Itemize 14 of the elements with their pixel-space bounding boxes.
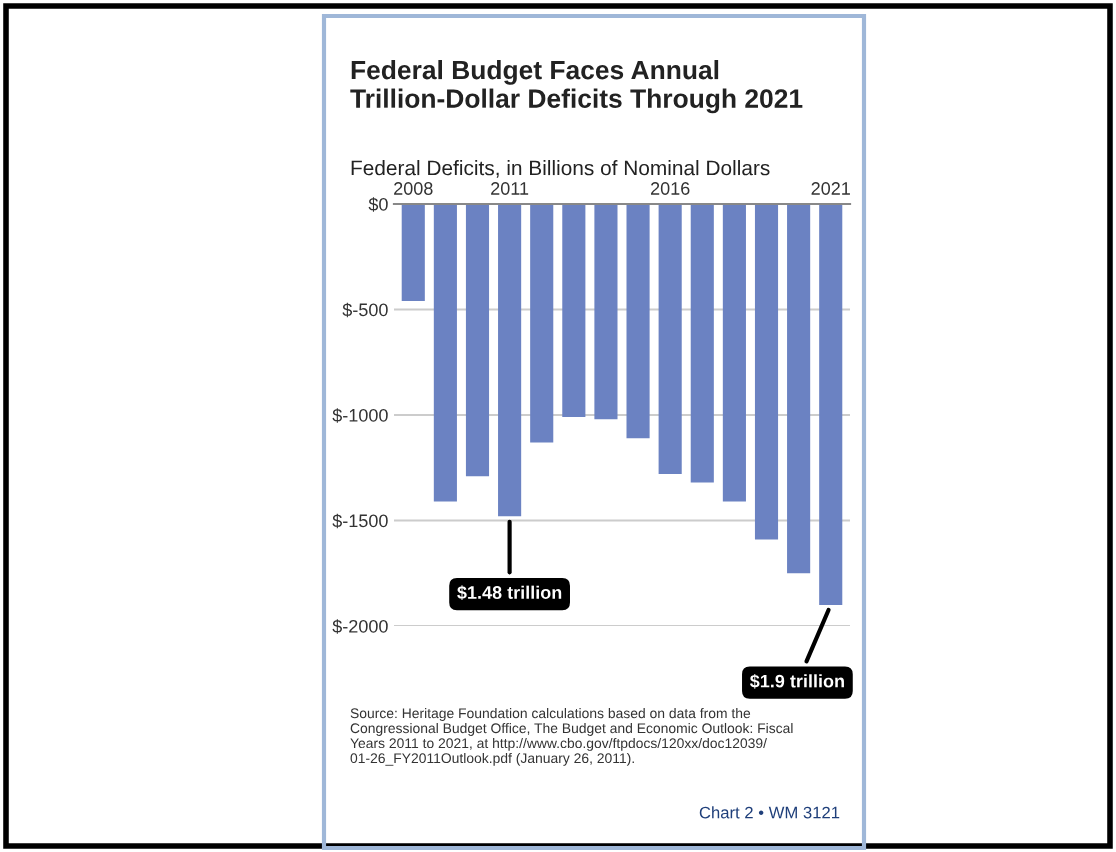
x-tick-label: 2011 [491,182,529,195]
y-tick-label: $-1000 [332,408,388,423]
y-tick-label: $-500 [342,302,388,318]
y-tick-label: $0 [368,197,388,212]
x-tick-label: 2008 [394,182,433,195]
annotation: $1.9 trillion [749,673,844,689]
chart-subtitle: Federal Deficits, in Billions of Nominal Dollars [351,160,770,178]
y-tick-label: $-1500 [332,513,388,529]
annotation: $1.48 trillion [457,585,562,601]
x-tick-label: 2016 [651,182,690,195]
x-tick-label: 2021 [811,182,850,195]
chart-title: Federal Budget Faces Annual Trillion-Dollar Deficits Through 2021 [350,60,803,114]
y-tick-label: $-2000 [332,619,388,634]
caption: Chart 2 • WM 3121 [699,806,840,819]
